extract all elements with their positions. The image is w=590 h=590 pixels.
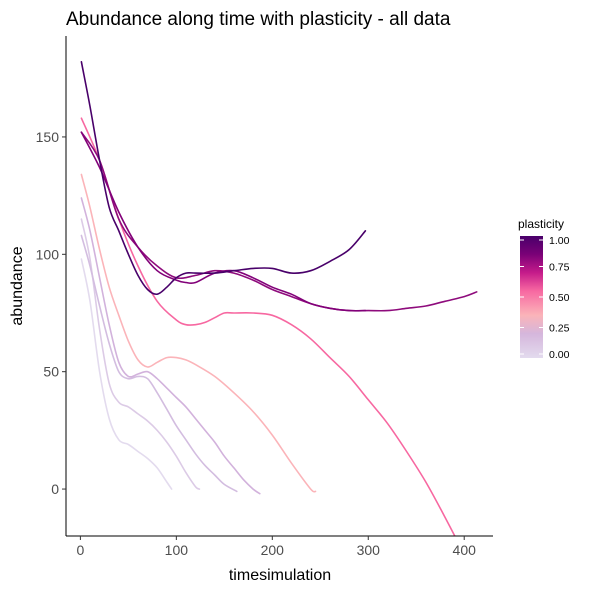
- x-ticks: 0 100 200 300 400: [76, 536, 476, 558]
- y-tick-label: 50: [43, 364, 59, 380]
- x-tick-label: 200: [261, 542, 285, 558]
- plot-area: 0 100 200 300 400 0 50 100 150: [36, 36, 493, 558]
- y-tick-label: 100: [36, 246, 60, 262]
- y-tick-label: 150: [36, 129, 60, 145]
- series-group: [80, 61, 478, 536]
- legend-tick-label: 0.75: [549, 262, 570, 274]
- series-line-plasticity-0-15: [80, 197, 261, 495]
- legend-tick-label: 1.00: [549, 235, 570, 247]
- legend-tick-label: 0.00: [549, 349, 570, 361]
- series-line-plasticity-0-5: [80, 117, 456, 536]
- legend-ticks: 0.00 0.25 0.50 0.75 1.00: [520, 235, 570, 361]
- legend-colorbar: [520, 236, 543, 358]
- series-line-plasticity-0-3: [80, 173, 317, 493]
- series-line-plasticity-1: [80, 61, 367, 296]
- series-line-plasticity-0-8: [80, 131, 478, 312]
- series-line-plasticity-0-85: [80, 131, 367, 312]
- series-line-plasticity-0: [80, 258, 173, 490]
- y-ticks: 0 50 100 150: [36, 129, 66, 497]
- legend-title: plasticity: [518, 217, 564, 231]
- x-tick-label: 300: [357, 542, 381, 558]
- y-axis-title: abundance: [9, 246, 26, 325]
- x-tick-label: 0: [76, 542, 84, 558]
- series-line-plasticity-0-1: [80, 234, 238, 493]
- legend: plasticity 0.00 0.25 0.50 0.75 1.00: [518, 217, 570, 361]
- legend-tick-label: 0.25: [549, 323, 570, 335]
- series-line-plasticity-0-05: [80, 218, 201, 490]
- chart-title: Abundance along time with plasticity - a…: [66, 9, 451, 30]
- x-tick-label: 400: [453, 542, 477, 558]
- legend-tick-label: 0.50: [549, 292, 570, 304]
- x-axis-title: timesimulation: [229, 567, 331, 584]
- y-tick-label: 0: [51, 481, 59, 497]
- x-tick-label: 100: [165, 542, 189, 558]
